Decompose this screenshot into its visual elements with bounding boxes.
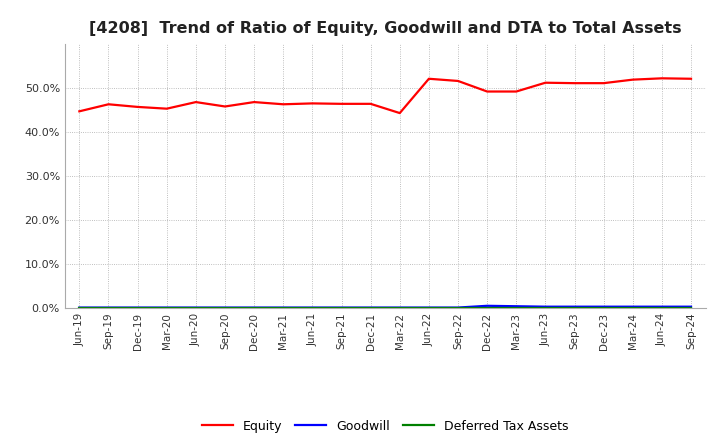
Equity xyxy=(599,81,608,86)
Equity xyxy=(483,89,492,94)
Equity xyxy=(454,78,462,84)
Goodwill xyxy=(395,305,404,310)
Equity xyxy=(75,109,84,114)
Deferred Tax Assets xyxy=(75,305,84,310)
Deferred Tax Assets xyxy=(337,305,346,310)
Equity xyxy=(687,76,696,81)
Equity xyxy=(337,101,346,106)
Equity xyxy=(308,101,317,106)
Equity xyxy=(570,81,579,86)
Goodwill xyxy=(454,305,462,310)
Goodwill xyxy=(104,305,113,310)
Deferred Tax Assets xyxy=(366,305,375,310)
Deferred Tax Assets xyxy=(657,305,666,310)
Deferred Tax Assets xyxy=(104,305,113,310)
Equity xyxy=(104,102,113,107)
Deferred Tax Assets xyxy=(250,305,258,310)
Deferred Tax Assets xyxy=(687,305,696,310)
Deferred Tax Assets xyxy=(454,305,462,310)
Deferred Tax Assets xyxy=(425,305,433,310)
Goodwill xyxy=(541,304,550,309)
Deferred Tax Assets xyxy=(570,305,579,310)
Goodwill xyxy=(657,304,666,309)
Goodwill xyxy=(308,305,317,310)
Deferred Tax Assets xyxy=(629,305,637,310)
Goodwill xyxy=(337,305,346,310)
Deferred Tax Assets xyxy=(279,305,287,310)
Goodwill xyxy=(220,305,229,310)
Deferred Tax Assets xyxy=(512,305,521,310)
Deferred Tax Assets xyxy=(541,305,550,310)
Title: [4208]  Trend of Ratio of Equity, Goodwill and DTA to Total Assets: [4208] Trend of Ratio of Equity, Goodwil… xyxy=(89,21,682,36)
Equity xyxy=(220,104,229,109)
Equity xyxy=(279,102,287,107)
Equity xyxy=(163,106,171,111)
Goodwill xyxy=(279,305,287,310)
Goodwill xyxy=(687,304,696,309)
Goodwill xyxy=(512,304,521,309)
Deferred Tax Assets xyxy=(395,305,404,310)
Equity xyxy=(366,101,375,106)
Deferred Tax Assets xyxy=(308,305,317,310)
Goodwill xyxy=(75,305,84,310)
Deferred Tax Assets xyxy=(192,305,200,310)
Goodwill xyxy=(599,304,608,309)
Equity xyxy=(657,76,666,81)
Equity xyxy=(192,99,200,105)
Goodwill xyxy=(366,305,375,310)
Goodwill xyxy=(629,304,637,309)
Line: Equity: Equity xyxy=(79,78,691,113)
Equity xyxy=(629,77,637,82)
Equity xyxy=(395,110,404,116)
Goodwill xyxy=(570,304,579,309)
Deferred Tax Assets xyxy=(483,305,492,310)
Line: Goodwill: Goodwill xyxy=(79,306,691,308)
Equity xyxy=(133,104,142,110)
Equity xyxy=(512,89,521,94)
Deferred Tax Assets xyxy=(599,305,608,310)
Goodwill xyxy=(163,305,171,310)
Goodwill xyxy=(192,305,200,310)
Goodwill xyxy=(133,305,142,310)
Deferred Tax Assets xyxy=(163,305,171,310)
Deferred Tax Assets xyxy=(133,305,142,310)
Legend: Equity, Goodwill, Deferred Tax Assets: Equity, Goodwill, Deferred Tax Assets xyxy=(196,414,575,439)
Goodwill xyxy=(250,305,258,310)
Deferred Tax Assets xyxy=(220,305,229,310)
Goodwill xyxy=(483,303,492,308)
Goodwill xyxy=(425,305,433,310)
Equity xyxy=(250,99,258,105)
Equity xyxy=(425,76,433,81)
Equity xyxy=(541,80,550,85)
